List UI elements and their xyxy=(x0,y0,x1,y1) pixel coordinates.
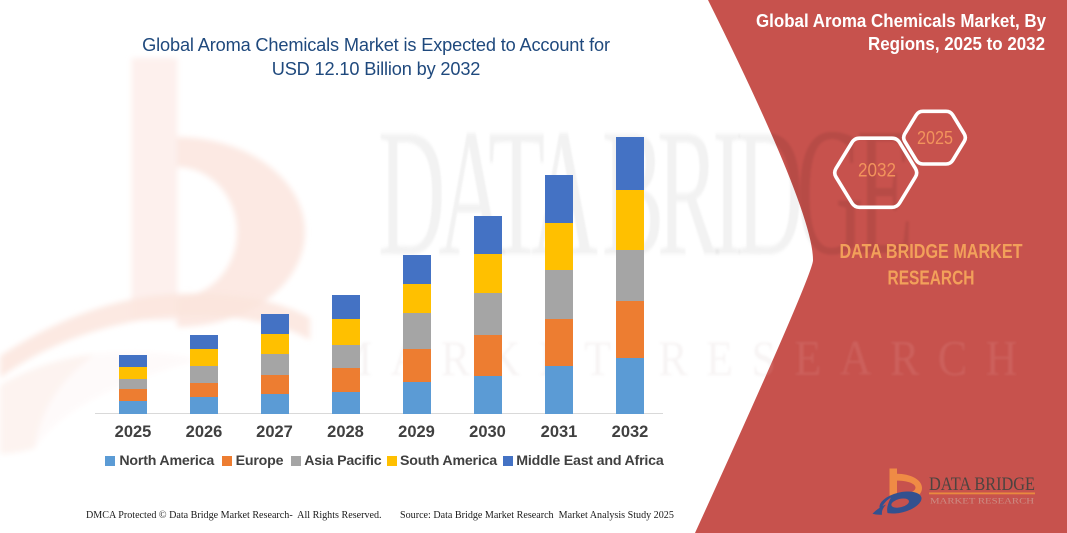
svg-text:Regions, 2025 to 2032: Regions, 2025 to 2032 xyxy=(868,33,1045,54)
svg-text:DATA BRIDGE: DATA BRIDGE xyxy=(929,474,1035,495)
svg-text:Global Aroma Chemicals Market,: Global Aroma Chemicals Market, By xyxy=(756,10,1047,31)
svg-text:MARKET RESEARCH: MARKET RESEARCH xyxy=(333,331,1036,386)
svg-text:DATA BRIDGE: DATA BRIDGE xyxy=(378,92,909,294)
svg-text:2032: 2032 xyxy=(858,161,896,182)
svg-text:MARKET RESEARCH: MARKET RESEARCH xyxy=(930,497,1034,506)
svg-text:DATA BRIDGE MARKET: DATA BRIDGE MARKET xyxy=(840,241,1023,263)
svg-text:RESEARCH: RESEARCH xyxy=(888,268,975,290)
svg-text:2025: 2025 xyxy=(917,128,953,148)
